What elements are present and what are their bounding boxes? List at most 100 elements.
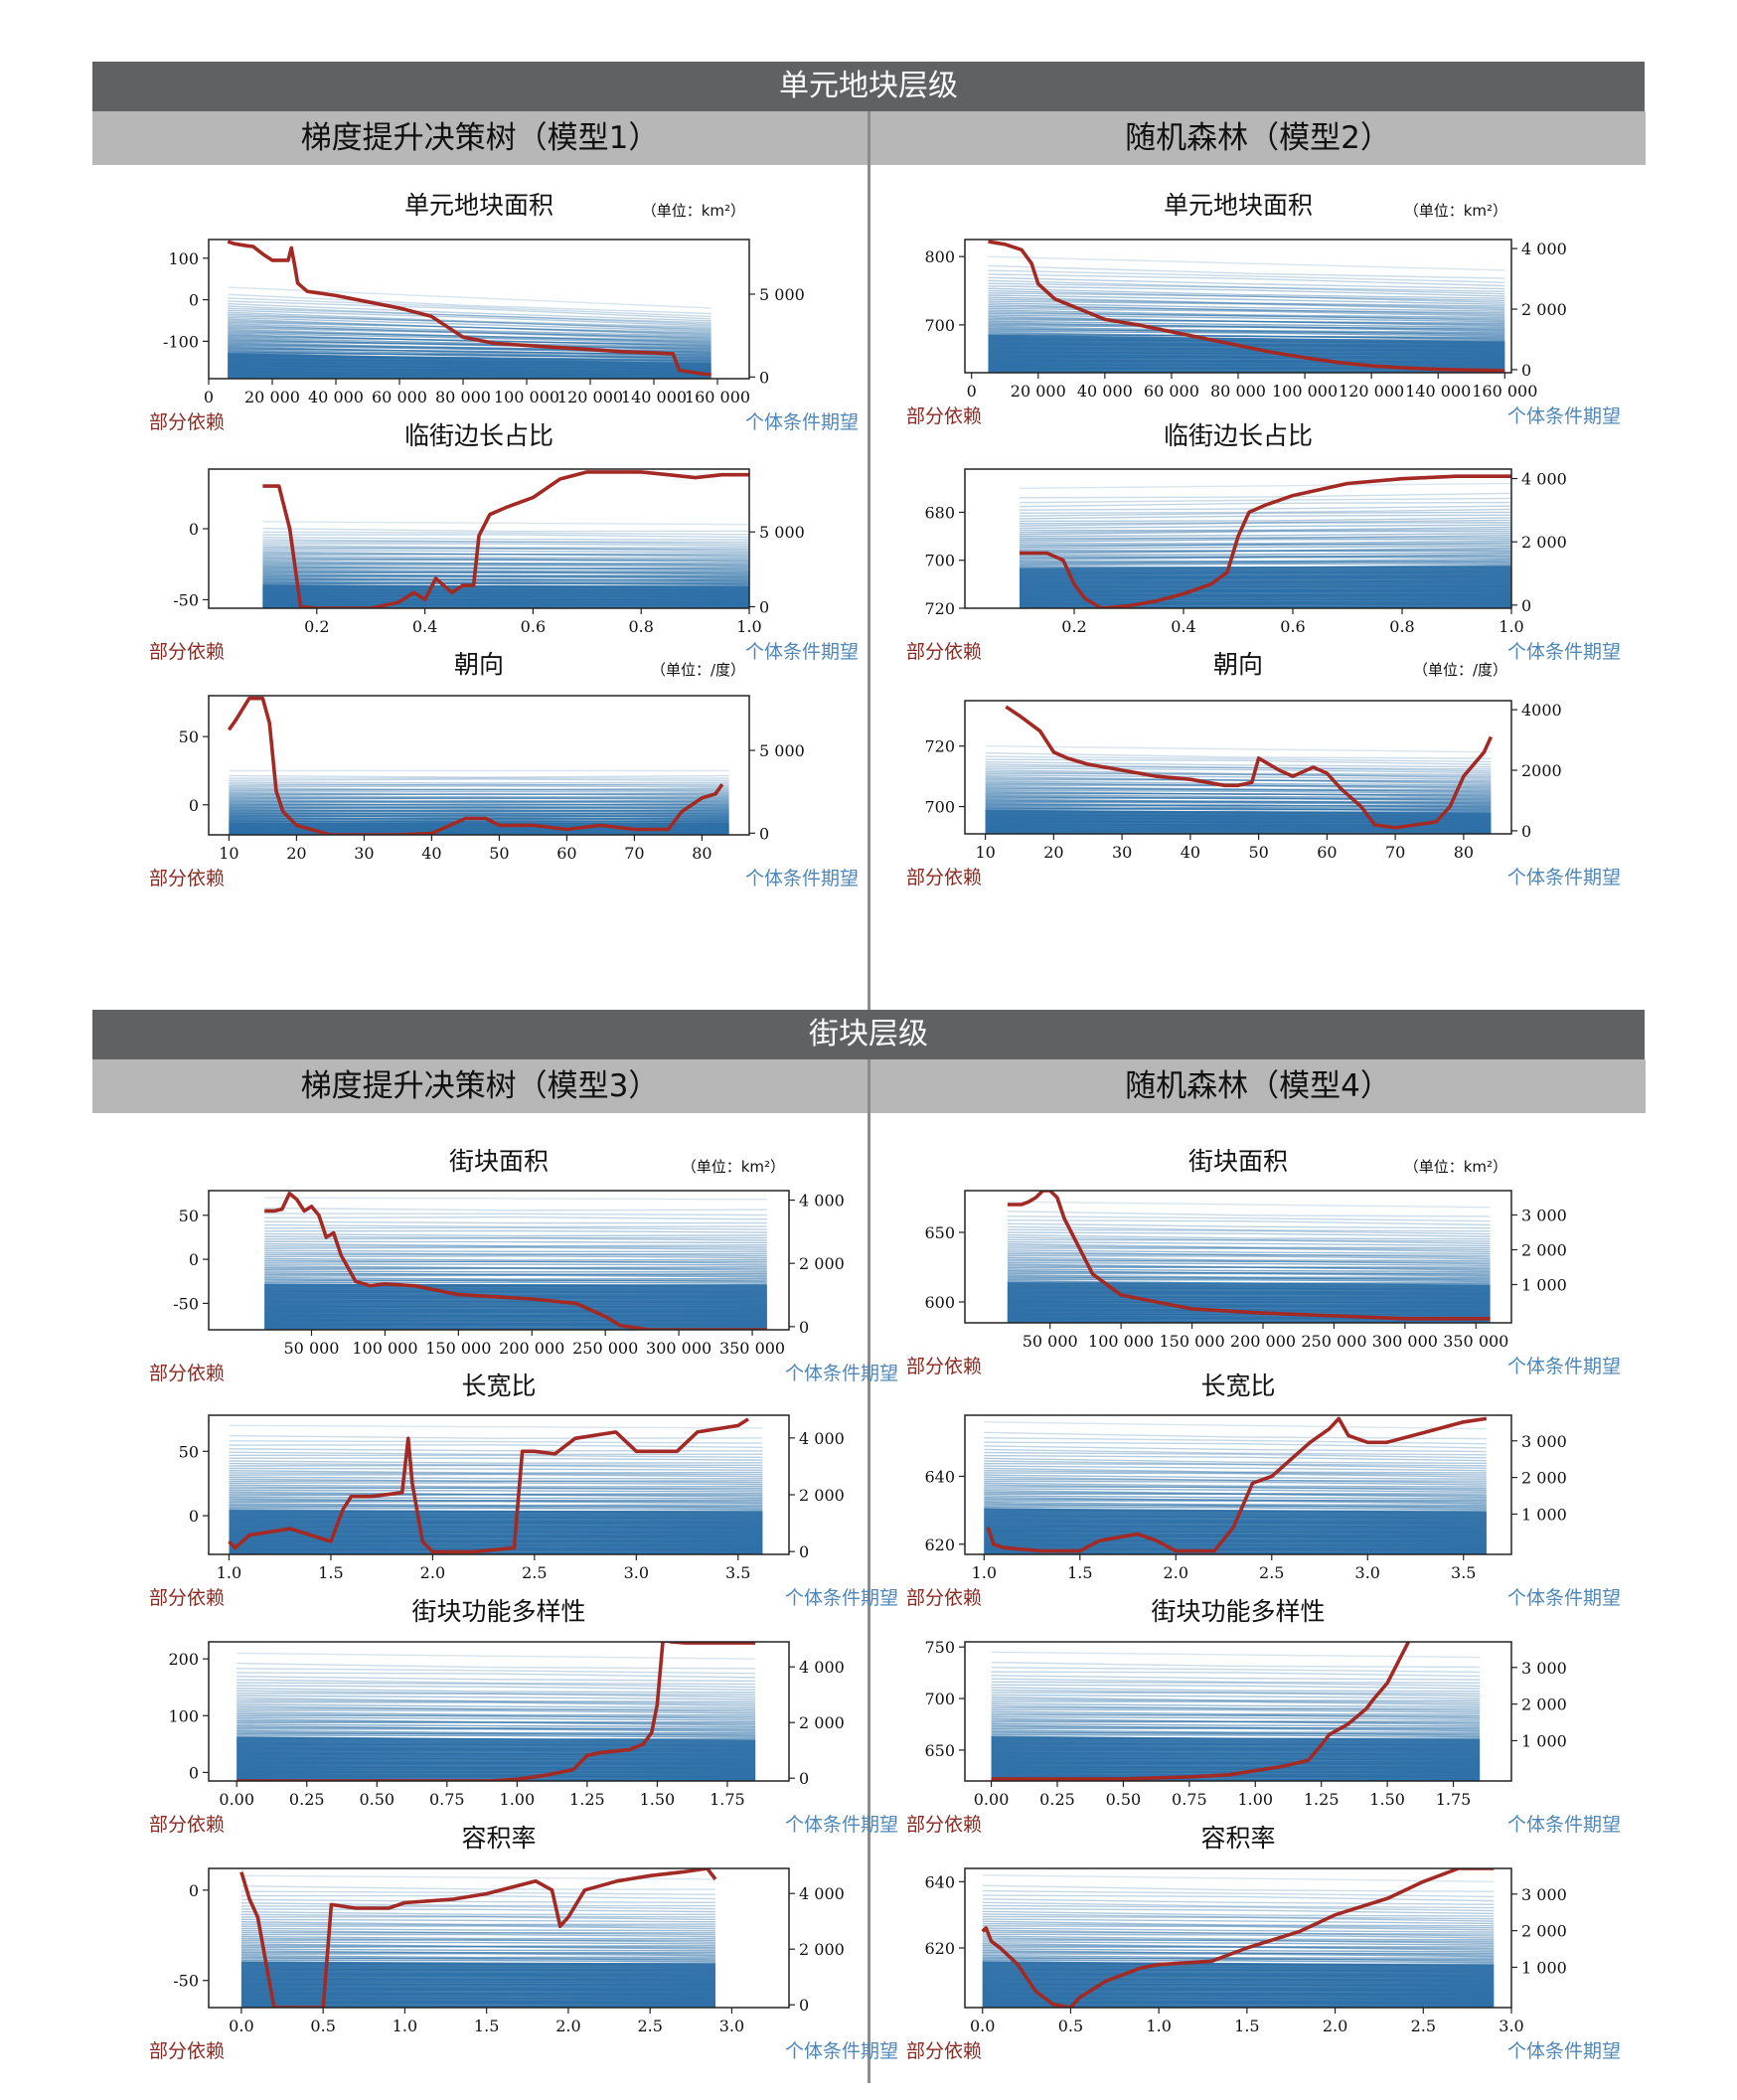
- ice-line: [262, 534, 749, 539]
- ice-line: [982, 1873, 1495, 1883]
- ice-line: [988, 302, 1505, 312]
- ice-line: [237, 1662, 756, 1670]
- ice-line: [991, 1651, 1481, 1659]
- y-tick-label: 620: [924, 1535, 955, 1554]
- y-tick-label: 700: [924, 798, 955, 817]
- ice-line: [984, 1478, 1487, 1484]
- pd-line: [981, 1868, 1495, 2008]
- ice-dense: [984, 1508, 1487, 1554]
- x-tick-label: 120 000: [557, 388, 623, 406]
- ice-line: [264, 1216, 767, 1220]
- ice-line: [984, 1457, 1487, 1465]
- x-tick-label: 1.50: [640, 1790, 676, 1809]
- ice-line: [1019, 526, 1511, 532]
- chart-title: 街块功能多样性: [411, 1597, 585, 1626]
- x-tick-label: 350 000: [719, 1339, 785, 1358]
- ice-line: [991, 1692, 1481, 1697]
- ice-line: [982, 1925, 1495, 1931]
- ice-line: [229, 778, 729, 782]
- ice-line: [982, 1904, 1495, 1912]
- ice-line: [1019, 511, 1511, 517]
- ice-line: [984, 1486, 1487, 1492]
- ice-line: [1019, 552, 1511, 557]
- x-tick-label: 1.5: [474, 2017, 499, 2035]
- x-tick-label: 1.0: [736, 617, 761, 636]
- ice-line: [228, 327, 711, 341]
- ice-line: [1019, 528, 1511, 534]
- x-tick-label: 20: [286, 844, 306, 863]
- ice-line: [229, 796, 729, 800]
- ice-line: [237, 1709, 756, 1714]
- ice-line: [985, 774, 1492, 780]
- x-tick-label: 2.0: [420, 1563, 445, 1582]
- pd-line: [1020, 474, 1511, 608]
- y2-tick-label: 0: [1521, 361, 1531, 380]
- y-tick-label: -50: [173, 590, 199, 609]
- ice-line: [264, 1229, 767, 1233]
- x-tick-label: 2.5: [1259, 1563, 1284, 1582]
- y-tick-label: 50: [179, 1442, 199, 1461]
- ice-line: [991, 1675, 1481, 1681]
- ice-line: [1019, 522, 1511, 527]
- chart-m3d: 容积率 0 -50 4 000 2 000 0 0.0 0.5 1.0 1.5 2.0 2.5 3.0 部…: [149, 1824, 898, 2062]
- x-tick-label: 1.25: [1304, 1790, 1340, 1809]
- ice-line: [988, 285, 1505, 297]
- x-tick-label: 1.50: [1369, 1790, 1405, 1809]
- ice-line: [264, 1260, 767, 1264]
- x-tick-label: 80 000: [435, 388, 491, 406]
- y2-tick-label: 0: [759, 824, 769, 843]
- ice-line: [237, 1672, 756, 1679]
- ice-lines: [264, 1197, 767, 1330]
- ice-line: [1007, 1249, 1491, 1255]
- y2-tick-label: 0: [799, 1769, 809, 1788]
- ice-line: [984, 1465, 1487, 1472]
- ice-line: [229, 1507, 763, 1511]
- chart-unit: （单位：km²）: [682, 1158, 785, 1176]
- ice-line: [229, 1504, 763, 1508]
- ice-line: [1019, 538, 1511, 543]
- legend-ice: 个体条件期望: [745, 641, 859, 663]
- ice-line: [229, 787, 729, 791]
- ice-line: [228, 309, 711, 327]
- ice-line: [1007, 1245, 1491, 1251]
- ice-line: [1007, 1268, 1491, 1273]
- ice-dense: [237, 1736, 756, 1781]
- y-tick-label: 100: [168, 249, 199, 268]
- x-tick-label: 50 000: [284, 1339, 340, 1358]
- ice-dense: [262, 584, 749, 608]
- section-band-block: 街块层级: [92, 1010, 1645, 1059]
- legend-ice: 个体条件期望: [1507, 641, 1621, 663]
- x-tick-label: 40: [1181, 843, 1200, 862]
- ice-line: [1019, 535, 1511, 540]
- ice-line: [985, 778, 1492, 785]
- ice-line: [229, 1478, 763, 1483]
- ice-line: [988, 334, 1505, 341]
- ice-line: [228, 313, 711, 330]
- ice-line: [262, 541, 749, 545]
- x-tick-label: 2.0: [555, 2017, 580, 2035]
- ice-line: [982, 1889, 1495, 1898]
- plot-frame: [208, 1190, 790, 1331]
- x-tick-label: 30: [354, 844, 374, 863]
- legend-pd: 部分依赖: [906, 867, 982, 888]
- ice-lines: [229, 769, 729, 835]
- chart-title: 容积率: [1200, 1824, 1275, 1853]
- ice-line: [264, 1249, 767, 1253]
- ice-line: [228, 337, 711, 349]
- x-tick-label: 70: [624, 844, 644, 863]
- ice-line: [262, 580, 749, 583]
- x-tick-label: 1.0: [217, 1563, 241, 1582]
- ice-line: [991, 1715, 1481, 1720]
- x-tick-label: 0.4: [1171, 617, 1195, 636]
- ice-line: [1007, 1278, 1491, 1283]
- chart-m3a: 街块面积 （单位：km²） 50 0 -50 4 000 2 000 0 50 000 100 0…: [149, 1147, 898, 1384]
- ice-line: [1019, 508, 1511, 514]
- ice-line: [229, 792, 729, 796]
- ice-line: [1019, 555, 1511, 560]
- ice-line: [262, 545, 749, 549]
- ice-line: [237, 1711, 756, 1716]
- ice-line: [988, 314, 1505, 323]
- ice-line: [1019, 482, 1511, 490]
- y-tick-label: 0: [189, 1763, 199, 1782]
- y2-tick-label: 5 000: [759, 523, 805, 542]
